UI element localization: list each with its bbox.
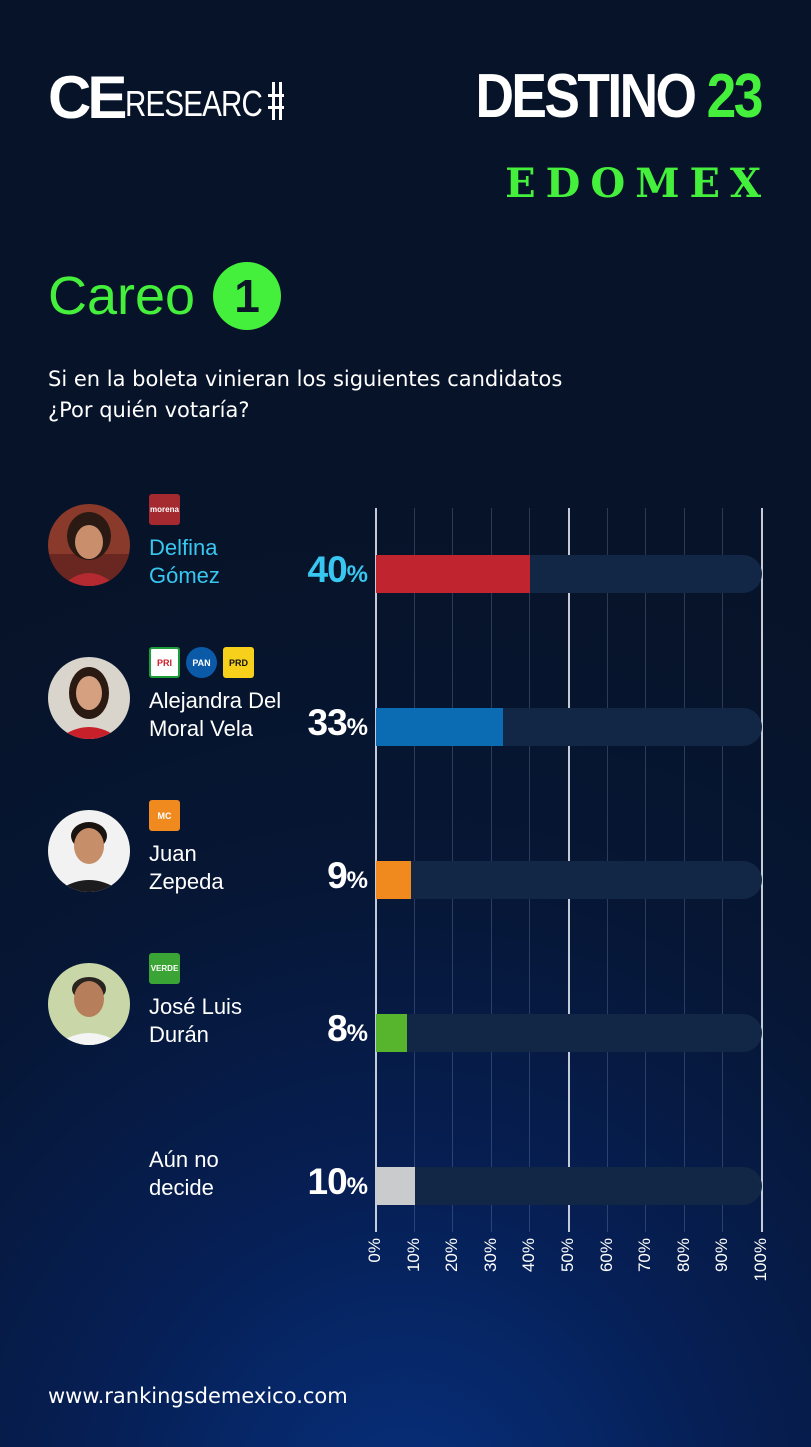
candidate-row-juan-zepeda: MC Juan Zepeda 9%	[0, 800, 811, 916]
tick-label: 40%	[519, 1238, 538, 1273]
candidate-row-delfina-gomez: morena Delfina Gómez 40%	[0, 494, 811, 610]
candidate-photo-delfina-gomez	[48, 504, 130, 586]
morena-logo-icon: morena	[149, 494, 180, 525]
verde-logo-icon: VERDE	[149, 953, 180, 984]
logo-ce-text: CE	[48, 64, 127, 131]
candidate-name: Juan Zepeda	[149, 841, 224, 894]
candidate-name: Delfina Gómez	[149, 535, 220, 588]
careo-heading: Careo 1	[48, 262, 282, 330]
candidate-photo-alejandra-del-moral	[48, 657, 130, 739]
logo-hash-icon	[268, 82, 285, 120]
tick-label: 30%	[481, 1238, 500, 1273]
candidate-row-jose-luis-duran: VERDE José Luis Durán 8%	[0, 953, 811, 1069]
party-logos: morena	[149, 494, 180, 525]
bar-aun-no-decide	[376, 1167, 415, 1205]
bar-track	[376, 861, 762, 899]
gridline-100	[761, 508, 763, 1232]
candidate-photo-juan-zepeda	[48, 810, 130, 892]
party-logos: MC	[149, 800, 180, 831]
bar-alejandra-del-moral	[376, 708, 504, 746]
candidate-name: Alejandra Del Moral Vela	[149, 688, 282, 741]
candidate-photo-jose-luis-duran	[48, 963, 130, 1045]
logo-research-text: RESEARC	[125, 83, 263, 124]
percent-label: 10%	[307, 1161, 369, 1202]
bar-delfina-gomez	[376, 555, 531, 593]
candidate-name: José Luis Durán	[149, 994, 242, 1047]
destino-brand: DESTINO 23 EDOMEX	[429, 62, 764, 208]
percent-label: 9%	[327, 855, 368, 896]
tick-label: 100%	[751, 1238, 770, 1282]
tick-label: 10%	[404, 1238, 423, 1273]
careo-title: Careo	[48, 266, 196, 326]
ce-research-logo: CE RESEARC	[48, 64, 285, 131]
pan-logo-icon: PAN	[186, 647, 217, 678]
question-line-1: Si en la boleta vinieran los siguientes …	[48, 367, 563, 391]
movimiento-ciudadano-logo-icon: MC	[149, 800, 180, 831]
question-line-2: ¿Por quién votaría?	[48, 398, 250, 422]
prd-logo-icon: PRD	[223, 647, 254, 678]
destino-number: 23	[706, 62, 764, 131]
footer-url[interactable]: www.rankingsdemexico.com	[48, 1384, 348, 1408]
tick-label: 0%	[365, 1238, 384, 1263]
tick-label: 90%	[712, 1238, 731, 1273]
candidate-row-aun-no-decide: Aún no decide 10%	[0, 1112, 811, 1222]
careo-number-badge: 1	[213, 262, 282, 330]
survey-question: Si en la boleta vinieran los siguientes …	[48, 364, 608, 426]
percent-label: 8%	[327, 1008, 368, 1049]
party-logos: VERDE	[149, 953, 180, 984]
party-logos: PRI PAN PRD	[149, 647, 254, 678]
tick-label: 60%	[597, 1238, 616, 1273]
tick-label: 20%	[442, 1238, 461, 1273]
tick-label: 80%	[674, 1238, 693, 1273]
bar-track	[376, 1014, 762, 1052]
pri-logo-icon: PRI	[149, 647, 180, 678]
destino-word: DESTINO	[475, 62, 698, 131]
bar-jose-luis-duran	[376, 1014, 407, 1052]
percent-label: 33%	[307, 702, 369, 743]
bar-track	[376, 1167, 762, 1205]
bar-juan-zepeda	[376, 861, 411, 899]
candidate-row-alejandra-del-moral: PRI PAN PRD Alejandra Del Moral Vela 33%	[0, 647, 811, 763]
tick-label: 50%	[558, 1238, 577, 1273]
destino-title: DESTINO 23	[475, 62, 764, 131]
percent-label: 40%	[307, 549, 369, 590]
candidate-name: Aún no decide	[149, 1147, 219, 1200]
tick-label: 70%	[635, 1238, 654, 1273]
region-label: EDOMEX	[505, 160, 771, 207]
